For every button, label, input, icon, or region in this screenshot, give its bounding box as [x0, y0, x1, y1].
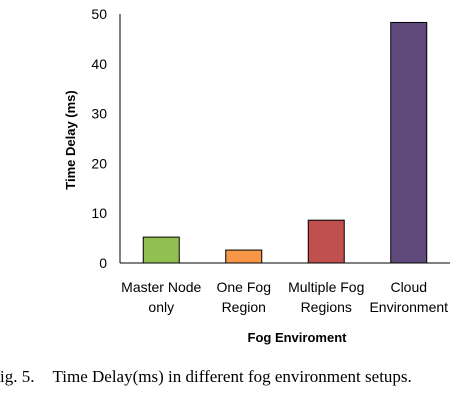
bars [142, 21, 428, 264]
y-tick-label: 10 [91, 205, 107, 221]
figure-caption-text: Time Delay(ms) in different fog environm… [52, 367, 412, 386]
y-tick-label: 30 [91, 106, 107, 122]
bar [225, 249, 263, 264]
y-axis-title: Time Delay (ms) [63, 90, 78, 189]
y-tick-label: 40 [91, 56, 107, 72]
x-category-label: One Fog Region [217, 279, 271, 315]
y-tick-label: 0 [99, 255, 107, 271]
y-axis-ticks: 0 10 20 30 40 50 [91, 6, 107, 271]
bar [390, 21, 428, 264]
figure-caption: ig. 5. Time Delay(ms) in different fog en… [0, 367, 412, 387]
x-category-label: Multiple Fog Regions [288, 279, 364, 315]
bar-chart: 0 10 20 30 40 50 Master Node only One Fog Region… [63, 6, 450, 345]
x-axis-title: Fog Enviroment [248, 330, 348, 345]
y-tick-label: 20 [91, 155, 107, 171]
figure-caption-label: ig. 5. [0, 367, 35, 386]
y-tick-label: 50 [91, 6, 107, 22]
x-category-label: Master Node only [121, 279, 201, 315]
x-axis-categories: Master Node only One Fog Region Multiple Fog… [121, 279, 448, 315]
bar [307, 219, 345, 264]
x-category-label: Cloud Environment [369, 279, 448, 315]
bar [142, 236, 180, 264]
